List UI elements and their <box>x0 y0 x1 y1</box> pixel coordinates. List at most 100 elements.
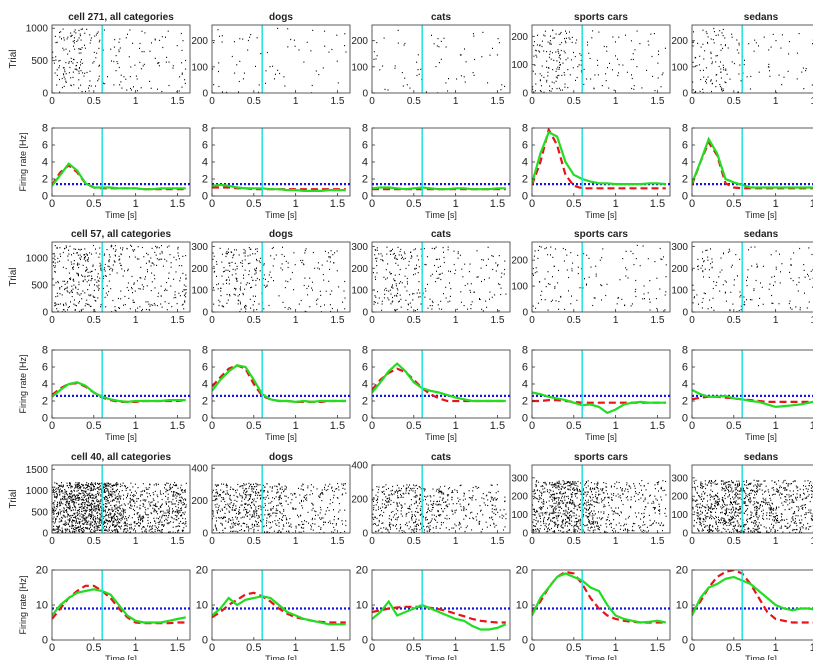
spike <box>329 293 331 295</box>
spike <box>92 485 94 487</box>
spike <box>253 512 255 514</box>
spike <box>80 52 82 54</box>
spike <box>722 89 724 92</box>
spike <box>167 30 169 32</box>
spike <box>216 491 218 493</box>
spike <box>92 525 94 527</box>
spike <box>88 493 90 495</box>
spike <box>182 491 184 494</box>
spike <box>229 270 231 272</box>
spike <box>159 258 161 260</box>
spike <box>144 490 146 492</box>
spike <box>73 278 74 280</box>
spike <box>233 494 235 497</box>
spike <box>266 285 268 287</box>
spike <box>143 51 145 53</box>
spike <box>778 74 780 76</box>
spike <box>275 515 277 517</box>
spike <box>276 512 278 514</box>
spike <box>115 530 117 532</box>
x-tick-label: 0 <box>49 96 55 107</box>
spike <box>116 522 118 524</box>
spike <box>94 530 96 532</box>
spike <box>134 510 136 512</box>
spike <box>151 512 153 515</box>
spike <box>373 272 374 274</box>
spike <box>406 290 408 292</box>
spike <box>775 250 777 252</box>
panel-title: cats <box>431 229 451 240</box>
spike <box>435 246 437 248</box>
spike <box>77 522 79 524</box>
spike <box>222 517 224 519</box>
spike <box>114 261 116 263</box>
spike <box>115 529 117 531</box>
spike <box>329 499 331 501</box>
spike <box>116 495 118 498</box>
x-tick-label: 1 <box>613 315 619 326</box>
spike <box>179 499 181 501</box>
spike <box>132 249 134 251</box>
spike <box>420 248 422 250</box>
spike <box>69 506 71 508</box>
spike <box>273 512 275 514</box>
spike <box>719 271 721 273</box>
spike <box>559 67 560 69</box>
spike <box>747 276 748 278</box>
spike <box>116 498 118 500</box>
spike <box>64 493 66 495</box>
spike <box>82 483 84 486</box>
spike <box>556 77 558 79</box>
spike <box>387 297 389 299</box>
spike <box>264 503 266 505</box>
spike <box>91 514 93 516</box>
spike <box>374 276 376 278</box>
spike <box>116 508 118 510</box>
spike <box>140 517 142 519</box>
spike <box>57 310 59 312</box>
spike <box>799 309 801 311</box>
spike <box>215 489 217 491</box>
spike <box>57 531 59 533</box>
spike <box>252 498 253 500</box>
spike <box>214 495 216 497</box>
spike <box>113 521 115 523</box>
spike <box>141 284 143 286</box>
spike <box>624 304 626 306</box>
spike <box>409 87 411 89</box>
spike <box>284 485 286 487</box>
spike <box>140 266 142 268</box>
spike <box>130 526 132 528</box>
spike <box>100 521 102 523</box>
spike <box>697 42 699 44</box>
spike <box>67 255 69 257</box>
y-tick-label: 1000 <box>26 254 49 265</box>
spike <box>387 89 389 91</box>
spike <box>231 530 233 533</box>
spike <box>143 504 145 506</box>
spike <box>82 499 84 501</box>
spike <box>447 90 449 92</box>
spike <box>256 514 258 517</box>
spike <box>763 36 765 38</box>
spike <box>109 493 111 495</box>
spike <box>110 490 112 492</box>
spike <box>114 250 116 252</box>
spike <box>388 290 390 292</box>
spike <box>122 275 124 277</box>
spike <box>178 255 179 257</box>
spike <box>742 72 744 74</box>
spike <box>245 305 247 307</box>
spike <box>449 282 450 284</box>
spike <box>424 296 426 298</box>
spike <box>85 488 87 490</box>
spike <box>223 517 225 519</box>
spike <box>148 530 150 532</box>
spike <box>80 70 82 72</box>
spike <box>232 526 234 529</box>
spike <box>572 67 574 69</box>
spike <box>740 309 742 311</box>
x-tick-label: 0.5 <box>406 420 421 432</box>
spike <box>103 275 105 277</box>
spike <box>287 497 289 499</box>
